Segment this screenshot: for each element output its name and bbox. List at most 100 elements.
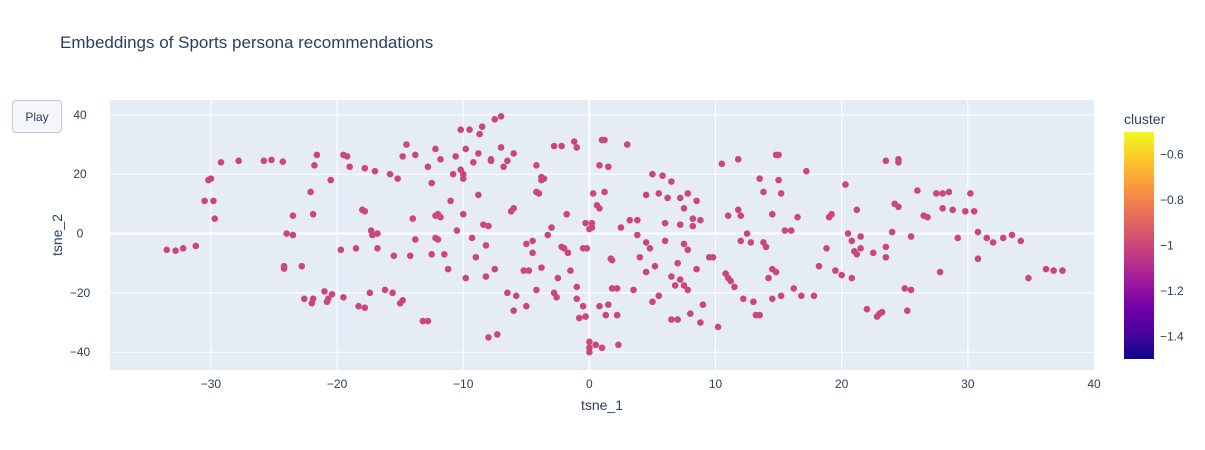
data-point xyxy=(601,188,608,196)
data-point xyxy=(283,230,290,237)
data-point xyxy=(535,190,543,197)
data-point xyxy=(760,188,767,196)
data-point xyxy=(475,150,482,157)
data-point xyxy=(432,145,439,153)
data-point xyxy=(689,215,697,222)
data-point xyxy=(601,136,608,144)
data-point xyxy=(554,274,562,282)
data-point xyxy=(1008,231,1016,239)
data-point xyxy=(790,285,798,292)
data-point xyxy=(655,190,663,197)
data-point xyxy=(687,310,694,317)
data-point xyxy=(544,231,552,239)
data-point xyxy=(510,204,517,212)
data-point xyxy=(201,197,208,205)
data-point xyxy=(449,170,457,178)
data-point xyxy=(769,210,776,218)
data-point xyxy=(777,190,785,197)
data-point xyxy=(734,206,742,214)
data-point xyxy=(512,292,520,300)
data-point xyxy=(655,292,663,300)
data-point xyxy=(192,242,200,250)
data-point xyxy=(828,210,835,218)
data-point xyxy=(210,197,217,205)
data-point xyxy=(598,344,606,352)
data-point xyxy=(311,161,318,169)
y-tick-label: 20 xyxy=(73,167,87,181)
data-point xyxy=(588,219,596,227)
data-point xyxy=(810,292,818,300)
data-point xyxy=(664,194,671,202)
data-point xyxy=(485,334,492,341)
data-point xyxy=(878,308,886,316)
data-point xyxy=(630,286,637,294)
data-point xyxy=(520,267,528,274)
y-tick-label: −20 xyxy=(70,286,91,300)
data-point xyxy=(739,295,747,303)
data-point xyxy=(592,341,599,349)
data-point xyxy=(207,175,215,182)
data-point xyxy=(328,291,336,298)
colorbar-title: cluster xyxy=(1124,111,1166,127)
data-point xyxy=(999,234,1007,242)
data-point xyxy=(268,156,275,164)
data-point xyxy=(684,246,692,254)
data-point xyxy=(765,274,772,282)
data-point xyxy=(406,252,414,260)
data-point xyxy=(699,301,707,309)
data-point xyxy=(355,302,362,310)
data-point xyxy=(279,158,287,166)
data-point xyxy=(689,222,697,230)
data-point xyxy=(235,157,242,165)
data-point xyxy=(684,190,692,197)
data-point xyxy=(470,159,477,166)
y-tick-label: −40 xyxy=(70,345,91,359)
data-point xyxy=(583,245,591,252)
play-button[interactable]: Play xyxy=(12,100,62,133)
colorbar-tick-label: −1.2 xyxy=(1160,284,1184,298)
data-point xyxy=(424,317,432,325)
data-point xyxy=(848,274,856,282)
data-point xyxy=(646,245,654,252)
data-point xyxy=(945,188,953,196)
x-tick-label: 30 xyxy=(961,377,975,391)
data-point xyxy=(844,230,852,237)
data-point xyxy=(693,265,700,273)
data-point xyxy=(504,289,511,297)
data-point xyxy=(548,224,555,231)
data-point xyxy=(409,215,417,222)
data-point xyxy=(674,316,681,323)
data-point xyxy=(649,298,656,306)
data-point xyxy=(447,197,454,205)
data-point xyxy=(327,176,335,184)
data-point xyxy=(575,314,583,322)
data-point xyxy=(970,207,978,215)
data-point xyxy=(642,268,650,276)
data-point xyxy=(582,219,589,227)
data-point xyxy=(634,231,641,239)
data-point xyxy=(457,126,465,133)
data-point xyxy=(772,268,780,276)
data-point xyxy=(680,204,688,212)
data-point xyxy=(390,252,398,260)
data-point xyxy=(211,215,219,222)
data-point xyxy=(626,216,634,224)
data-point xyxy=(857,233,864,240)
data-point xyxy=(895,159,902,166)
data-point xyxy=(777,292,785,300)
data-point xyxy=(525,267,533,274)
data-point xyxy=(933,190,940,197)
data-point xyxy=(324,295,332,303)
data-point xyxy=(300,295,308,303)
data-point xyxy=(472,253,480,261)
data-point xyxy=(962,207,969,215)
x-tick-label: 20 xyxy=(835,377,849,391)
data-point xyxy=(668,316,675,323)
data-point xyxy=(602,311,610,319)
data-point xyxy=(924,213,931,221)
data-point xyxy=(371,167,379,175)
data-point xyxy=(309,295,317,303)
data-point xyxy=(787,227,795,234)
data-point xyxy=(615,341,622,349)
data-point xyxy=(623,141,631,148)
